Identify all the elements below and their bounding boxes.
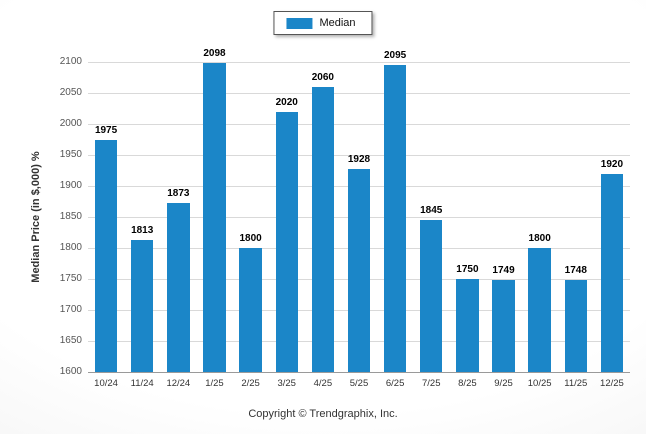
bar-8/25	[456, 279, 479, 372]
bar-value-label: 1845	[420, 205, 443, 217]
x-tick-label: 7/25	[422, 378, 441, 389]
gridline	[88, 155, 630, 156]
y-tick-label: 1600	[59, 366, 82, 377]
x-axis-tick-labels: 10/24 11/24 12/24 1/25 2/25 3/25 4/25 5/25 6/25 7…	[88, 372, 630, 390]
median-series-label: Median	[319, 17, 356, 29]
chart-legend: Median	[273, 11, 373, 35]
bar-9/25	[492, 279, 515, 372]
x-tick-label: 10/24	[94, 378, 118, 389]
y-tick-label: 1950	[59, 149, 82, 160]
y-tick-label: 2100	[59, 56, 82, 67]
bar-value-label: 2060	[311, 71, 334, 83]
bar-6/25	[383, 65, 407, 372]
x-tick-label: 8/25	[458, 378, 477, 389]
y-tick-label: 2000	[59, 118, 82, 129]
gridline	[88, 62, 630, 63]
bar-11/24	[130, 239, 154, 372]
bars: 1975 1813 1873 2098 1800 2020 2060 1928 2095 1845…	[88, 48, 630, 372]
bar-1/25	[203, 63, 226, 372]
y-axis-tick-labels: 2100 2050 2000 1950 1900 1850 1800 1750 1700 1650…	[38, 56, 82, 377]
bar-12/24	[167, 202, 190, 372]
bar-11/25	[564, 280, 587, 372]
x-tick-label: 11/24	[130, 378, 154, 389]
bar-value-label: 1813	[131, 224, 154, 236]
x-tick-label: 6/25	[385, 378, 405, 389]
bar-3/25	[275, 111, 298, 372]
bar-10/24	[94, 139, 118, 372]
bar-5/25	[347, 168, 371, 372]
x-tick-label: 12/24	[166, 378, 191, 389]
bar-value-label: 1749	[492, 264, 515, 276]
bar-value-label: 1873	[167, 187, 190, 199]
x-tick-label: 11/25	[564, 378, 588, 389]
median-series-swatch	[286, 17, 313, 29]
y-tick-label: 2050	[59, 87, 82, 98]
bar-7/25	[420, 220, 443, 372]
gridline	[88, 124, 630, 125]
bar-2/25	[239, 248, 262, 372]
x-axis-line	[88, 372, 630, 373]
x-tick-label: 1/25	[205, 378, 224, 389]
x-tick-label: 4/25	[313, 378, 333, 389]
bar-12/25	[600, 173, 624, 372]
bar-value-label: 1800	[528, 233, 551, 244]
bar-value-label: 1975	[94, 124, 118, 136]
bar-10/25	[528, 248, 551, 372]
bar-value-label: 1928	[347, 153, 371, 165]
bar-value-label: 1748	[564, 265, 587, 277]
gridline	[88, 93, 630, 94]
bar-4/25	[311, 86, 335, 372]
bar-value-label: 2098	[203, 48, 226, 60]
y-tick-label: 1900	[59, 180, 82, 191]
bar-value-label: 2020	[275, 96, 298, 108]
x-tick-label: 5/25	[349, 378, 369, 389]
bar-value-label: 1920	[600, 158, 624, 170]
x-tick-label: 12/25	[600, 378, 624, 389]
x-tick-label: 10/25	[527, 378, 552, 389]
y-tick-label: 1850	[59, 211, 82, 222]
x-tick-label: 9/25	[494, 378, 513, 389]
bar-value-label: 1800	[239, 233, 262, 244]
y-tick-label: 1700	[59, 304, 82, 315]
y-tick-label: 1750	[59, 273, 82, 284]
x-tick-label: 3/25	[277, 378, 296, 389]
y-tick-label: 1650	[59, 335, 82, 346]
x-tick-label: 2/25	[241, 378, 260, 389]
y-tick-label: 1800	[59, 242, 82, 253]
plot-area: 2100 2050 2000 1950 1900 1850 1800 1750 1700 1650…	[60, 48, 630, 389]
bar-value-label: 2095	[384, 50, 407, 62]
copyright-text: Copyright © Trendgraphix, Inc.	[248, 408, 398, 420]
bar-value-label: 1750	[456, 264, 479, 275]
